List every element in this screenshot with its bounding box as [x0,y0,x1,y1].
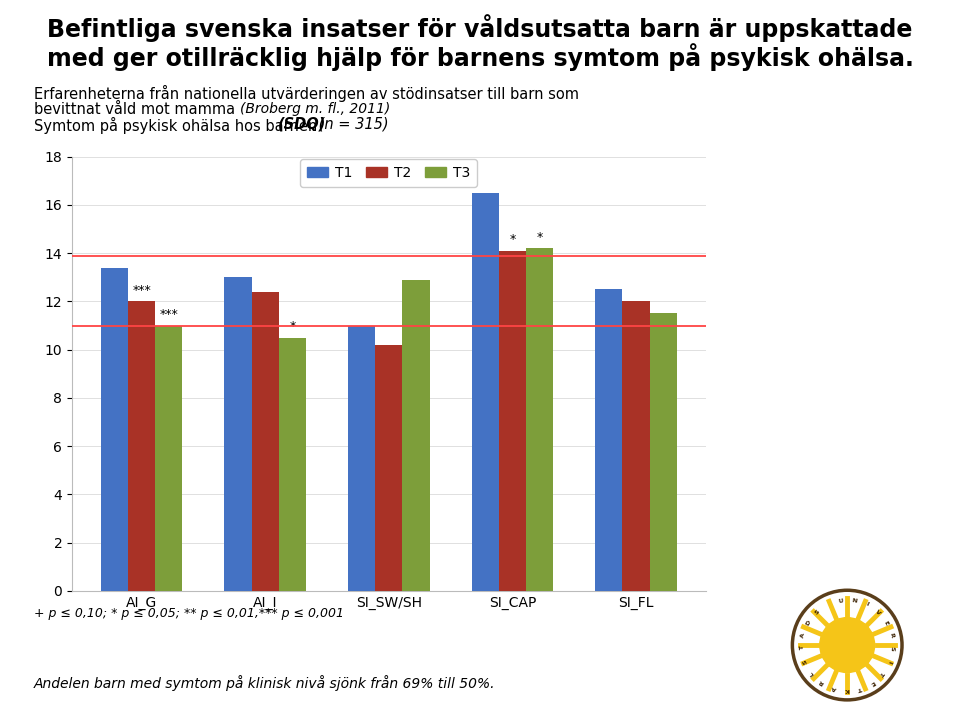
Bar [156,325,182,591]
Text: L: L [809,670,815,676]
Bar [225,277,252,591]
Text: E: E [883,619,889,626]
Text: S: S [889,646,895,651]
Text: A: A [801,632,806,638]
Text: U: U [838,598,844,604]
Legend: T1, T2, T3: T1, T2, T3 [300,159,477,187]
Text: N: N [851,598,857,604]
Text: V: V [875,609,881,616]
Bar [499,251,526,591]
Bar [375,345,402,591]
Text: med ger otillräcklig hjälp för barnens symtom på psykisk ohälsa.: med ger otillräcklig hjälp för barnens s… [47,43,913,70]
Bar [252,292,278,591]
Text: Befintliga svenska insatser för våldsutsatta barn är uppskattade: Befintliga svenska insatser för våldsuts… [47,14,913,42]
Text: (n = 315): (n = 315) [314,117,389,132]
Text: I: I [886,659,892,664]
Text: *: * [510,234,516,246]
Text: A: A [831,685,837,691]
Circle shape [792,590,902,700]
Bar [526,248,553,591]
Text: *: * [289,320,296,333]
Text: Symtom på psykisk ohälsa hos barnen: Symtom på psykisk ohälsa hos barnen [34,117,322,134]
Text: S: S [803,659,808,664]
Text: T: T [857,685,863,691]
Text: S: S [813,609,820,616]
Bar [471,193,499,591]
Text: R: R [888,632,894,638]
Bar [402,280,429,591]
Text: T: T [879,670,885,676]
Text: K: K [845,687,850,693]
Text: + p ≤ 0,10; * p ≤ 0,05; ** p ≤ 0,01,*** p ≤ 0,001: + p ≤ 0,10; * p ≤ 0,05; ** p ≤ 0,01,*** … [34,607,344,619]
Bar [595,289,622,591]
Bar [278,337,306,591]
Text: Erfarenheterna från nationella utvärderingen av stödinsatser till barn som: Erfarenheterna från nationella utvärderi… [34,85,579,103]
Text: (SDQ): (SDQ) [277,117,325,132]
Bar [650,313,677,591]
Text: T: T [800,646,805,651]
Circle shape [820,617,875,672]
Bar [348,325,375,591]
Text: ***: *** [159,308,179,321]
Text: R: R [819,679,826,686]
Text: ***: *** [132,284,151,297]
Text: *: * [537,231,542,244]
Text: bevittnat våld mot mamma: bevittnat våld mot mamma [34,102,239,117]
Text: Andelen barn med symtom på klinisk nivå sjönk från 69% till 50%.: Andelen barn med symtom på klinisk nivå … [34,675,495,691]
Text: D: D [804,619,812,626]
Bar [622,301,650,591]
Text: I: I [865,602,869,607]
Bar [101,268,128,591]
Text: E: E [870,679,876,686]
Bar [128,301,156,591]
Text: (Broberg m. fl., 2011): (Broberg m. fl., 2011) [240,102,391,116]
